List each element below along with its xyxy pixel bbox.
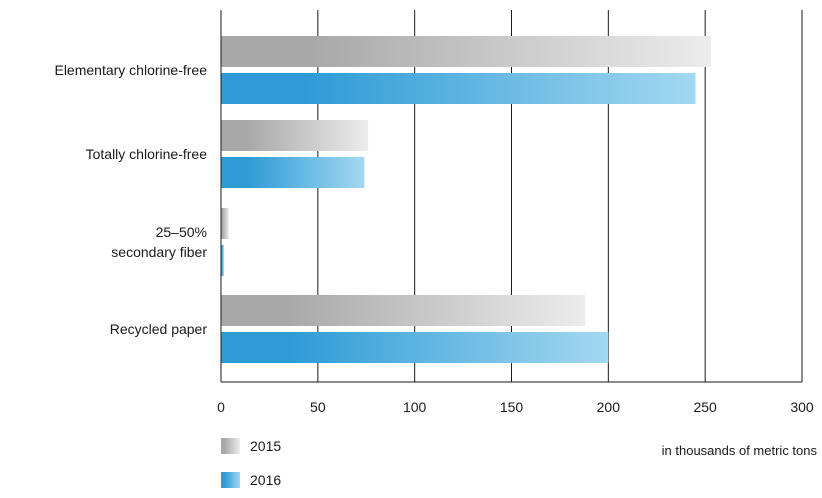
- category-label: Totally chlorine-free: [86, 146, 208, 162]
- x-tick-label: 200: [597, 399, 621, 415]
- bar-2016-3: [221, 332, 609, 363]
- bar-2016-1: [221, 157, 365, 188]
- legend-swatch: [221, 472, 240, 488]
- bar-2015-1: [221, 120, 369, 151]
- x-tick-labels: 0 50 100 150 200 250 300: [217, 399, 814, 415]
- legend-label: 2015: [250, 438, 281, 454]
- category-label: Recycled paper: [110, 321, 208, 337]
- x-tick-label: 150: [500, 399, 524, 415]
- x-axis: [220, 10, 802, 383]
- bar-2016-0: [221, 73, 696, 104]
- legend-swatch: [221, 438, 240, 454]
- x-tick-label: 50: [310, 399, 326, 415]
- category-label: 25–50% secondary fiber: [111, 224, 207, 260]
- x-tick-label: 300: [790, 399, 814, 415]
- category-labels: Elementary chlorine-free Totally chlorine…: [54, 62, 207, 337]
- legend-label: 2016: [250, 472, 281, 488]
- x-tick-label: 100: [403, 399, 427, 415]
- category-label: Elementary chlorine-free: [54, 62, 207, 78]
- x-tick-label: 0: [217, 399, 225, 415]
- bars: [221, 36, 711, 363]
- bar-2016-2: [221, 245, 224, 276]
- bar-2015-0: [221, 36, 711, 67]
- x-tick-label: 250: [693, 399, 717, 415]
- bar-2015-3: [221, 295, 586, 326]
- bar-2015-2: [221, 208, 229, 239]
- legend: 2015 2016: [221, 438, 281, 488]
- x-axis-label: in thousands of metric tons: [662, 443, 818, 458]
